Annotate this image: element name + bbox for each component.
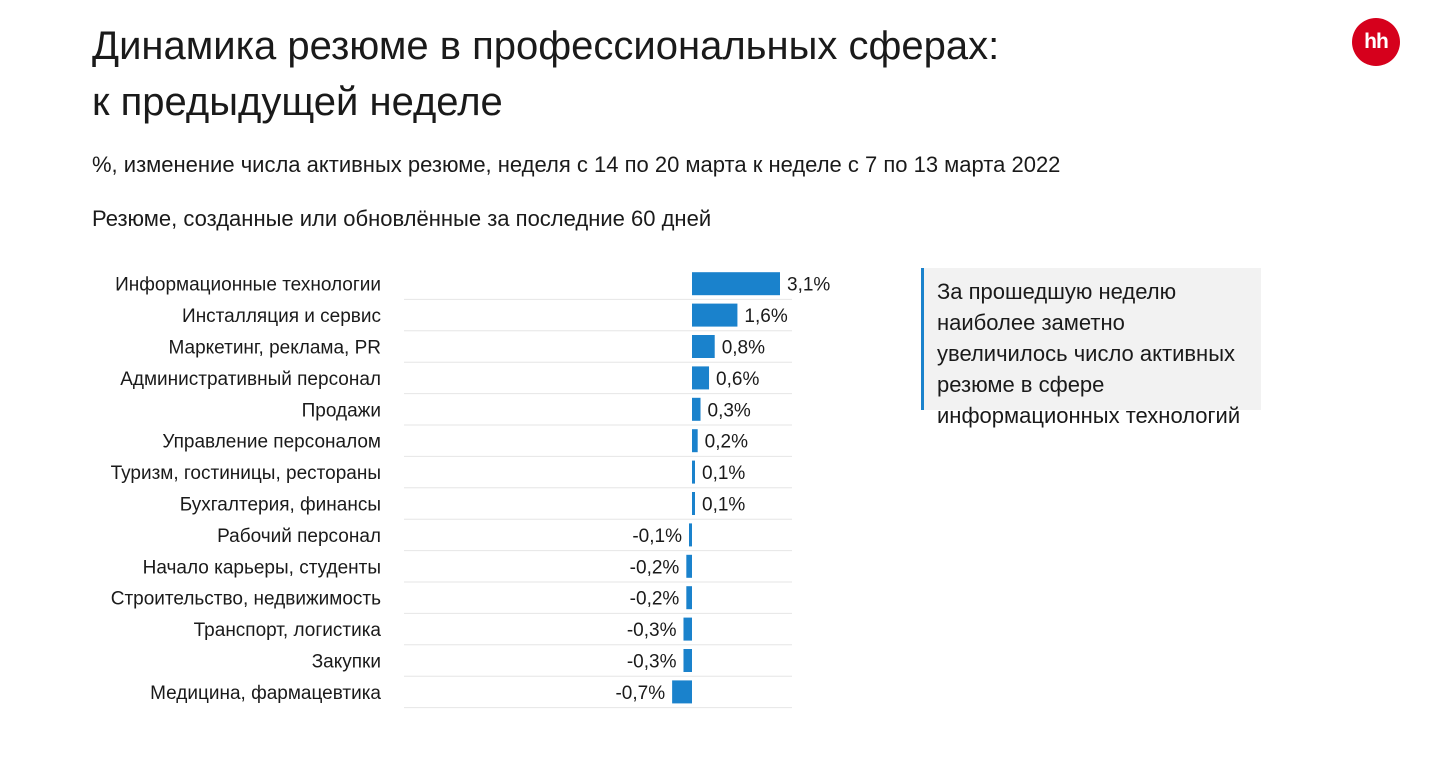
value-label: 0,3% <box>708 400 751 421</box>
category-label: Закупки <box>312 652 381 673</box>
chart-subtitle: %, изменение числа активных резюме, неде… <box>92 152 1061 177</box>
category-label: Начало карьеры, студенты <box>143 557 381 578</box>
bar <box>692 460 695 484</box>
bar <box>689 523 692 547</box>
bar <box>686 586 692 610</box>
value-label: -0,2% <box>630 557 680 578</box>
category-label: Медицина, фармацевтика <box>150 683 381 704</box>
category-label: Административный персонал <box>120 369 381 390</box>
value-label: 0,1% <box>702 495 745 516</box>
category-label: Бухгалтерия, финансы <box>180 495 381 516</box>
bar <box>672 680 692 704</box>
value-label: -0,7% <box>615 683 665 704</box>
chart-note: Резюме, созданные или обновлённые за пос… <box>92 206 712 231</box>
category-label: Туризм, гостиницы, рестораны <box>111 463 381 484</box>
value-label: -0,3% <box>627 652 677 673</box>
category-label: Транспорт, логистика <box>194 620 382 641</box>
value-label: 1,6% <box>744 306 787 327</box>
bar <box>692 366 710 390</box>
value-label: -0,2% <box>630 589 680 610</box>
category-label: Информационные технологии <box>115 275 381 296</box>
value-label: 0,8% <box>722 338 765 359</box>
bar <box>692 492 695 515</box>
chart-title: Динамика резюме в профессиональных сфера… <box>92 18 999 130</box>
bar <box>692 303 738 327</box>
bar <box>686 554 692 578</box>
bar <box>683 617 692 641</box>
chart-title-line-2: к предыдущей неделе <box>92 80 503 124</box>
bar <box>692 272 780 296</box>
bar <box>683 649 692 672</box>
value-label: 3,1% <box>787 275 830 296</box>
chart-title-line-1: Динамика резюме в профессиональных сфера… <box>92 24 1000 68</box>
category-label: Управление персоналом <box>162 432 381 453</box>
bar <box>692 429 698 453</box>
hh-logo: hh <box>1352 18 1400 66</box>
category-label: Продажи <box>302 400 381 421</box>
value-label: -0,1% <box>632 526 682 547</box>
value-label: 0,6% <box>716 369 759 390</box>
category-label: Маркетинг, реклама, PR <box>168 338 381 359</box>
category-label: Строительство, недвижимость <box>111 589 381 610</box>
bar <box>692 397 701 421</box>
category-label: Инсталляция и сервис <box>182 306 381 327</box>
bar <box>692 335 715 358</box>
value-label: 0,2% <box>705 432 748 453</box>
category-label: Рабочий персонал <box>217 526 381 547</box>
insight-callout: За прошедшую неделю наиболее заметно уве… <box>921 268 1261 428</box>
value-label: 0,1% <box>702 463 745 484</box>
value-label: -0,3% <box>627 620 677 641</box>
